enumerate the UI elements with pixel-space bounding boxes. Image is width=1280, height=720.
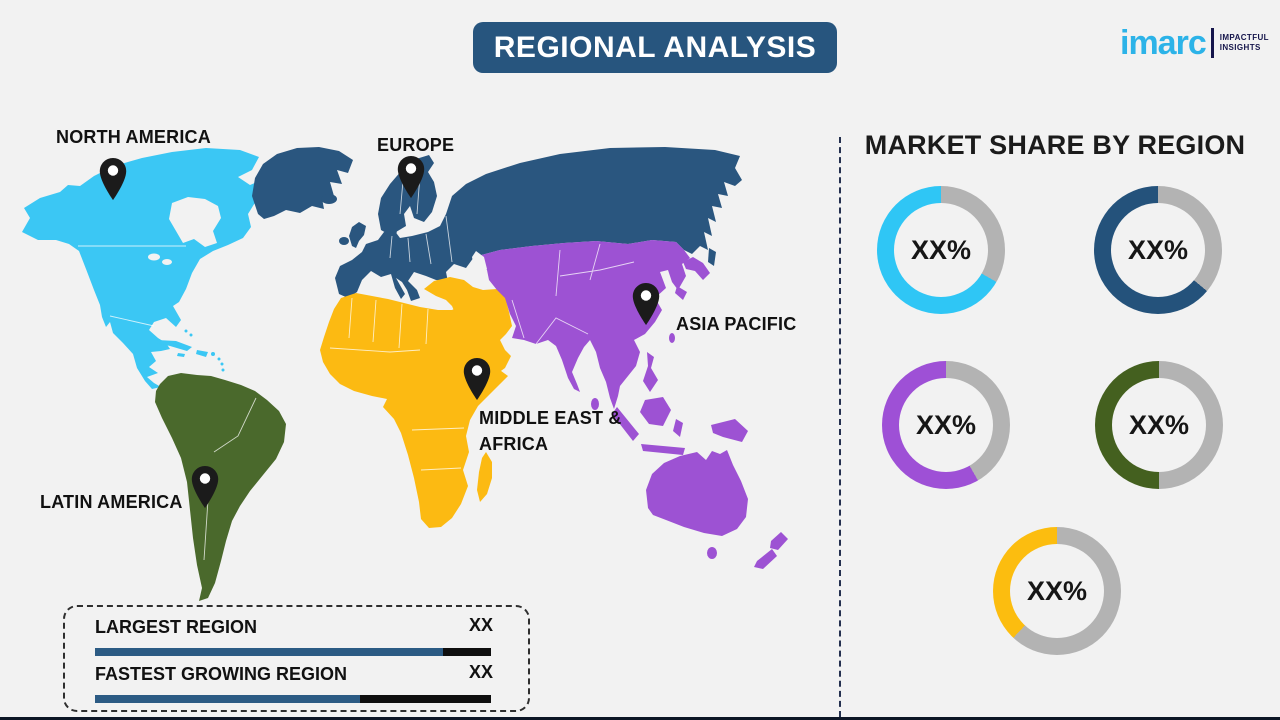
market-share-heading: MARKET SHARE BY REGION [864, 130, 1246, 160]
label-middle-east-africa: MIDDLE EAST & AFRICA [479, 408, 622, 455]
region-stats-box: LARGEST REGION XX FASTEST GROWING REGION… [63, 605, 530, 712]
bottom-edge-line [0, 717, 1280, 720]
largest-region-bar [95, 648, 491, 656]
fastest-growing-region-value: XX [468, 662, 493, 682]
donut-hole: XX% [894, 203, 988, 297]
largest-region-value: XX [468, 615, 493, 635]
label-europe: EUROPE [377, 135, 455, 155]
map-water-cutouts [148, 197, 221, 265]
location-pin-latin-america [191, 465, 219, 509]
fastest-growing-region-bar [95, 695, 491, 703]
label-asia-pacific: ASIA PACIFIC [676, 314, 797, 334]
location-pin-north-america [99, 157, 127, 201]
donut-chart-middle-east-africa: XX% [993, 527, 1121, 655]
logo-tagline: IMPACTFUL INSIGHTS [1220, 33, 1269, 54]
region-asia-pacific [474, 240, 788, 569]
donut-hole: XX% [1010, 544, 1104, 638]
donut-chart-north-america: XX% [877, 186, 1005, 314]
imarc-logo: imarc IMPACTFUL INSIGHTS [1120, 26, 1269, 60]
location-pin-europe [397, 155, 425, 199]
dashed-divider [839, 137, 841, 717]
donut-value: XX% [1128, 409, 1190, 440]
fastest-growing-region-bar-fill [95, 695, 361, 703]
largest-region-bar-fill [95, 648, 444, 656]
label-latin-america: LATIN AMERICA [40, 492, 183, 512]
largest-region-label: LARGEST REGION [95, 617, 258, 637]
logo-divider-bar [1210, 28, 1214, 58]
logo-tagline-line2: INSIGHTS [1219, 43, 1261, 52]
location-pin-asia-pacific [632, 282, 660, 326]
donut-value: XX% [1026, 575, 1088, 606]
donut-value: XX% [915, 409, 977, 440]
donut-hole: XX% [899, 378, 993, 472]
label-north-america: NORTH AMERICA [56, 127, 211, 147]
logo-tagline-line1: IMPACTFUL [1219, 32, 1269, 42]
location-pin-middle-east-africa [463, 357, 491, 401]
donut-chart-europe: XX% [1094, 186, 1222, 314]
title-banner: REGIONAL ANALYSIS [473, 22, 837, 73]
imarc-wordmark: imarc [1120, 24, 1207, 62]
donut-chart-latin-america: XX% [1095, 361, 1223, 489]
page-title: REGIONAL ANALYSIS [493, 30, 817, 64]
region-middle-east-africa [320, 277, 512, 528]
donut-value: XX% [1127, 234, 1189, 265]
region-latin-america [155, 373, 286, 601]
region-north-america [22, 148, 269, 389]
country-border-lines [78, 169, 635, 561]
donut-hole: XX% [1112, 378, 1206, 472]
caspian-sea-cutout [472, 251, 487, 276]
donut-chart-asia-pacific: XX% [882, 361, 1010, 489]
donut-value: XX% [910, 234, 972, 265]
fastest-growing-region-label: FASTEST GROWING REGION [95, 664, 348, 684]
donut-hole: XX% [1111, 203, 1205, 297]
